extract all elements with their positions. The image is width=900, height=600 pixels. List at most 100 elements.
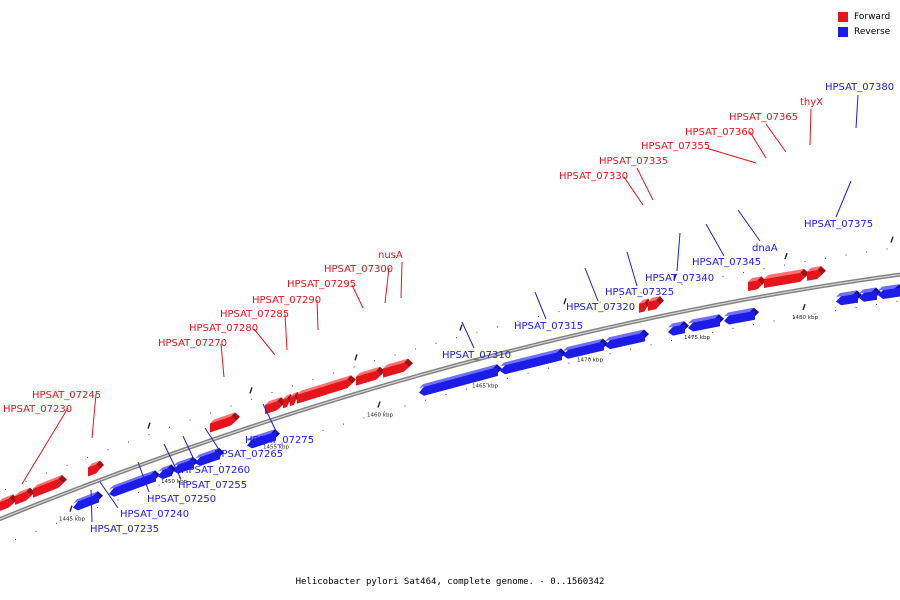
- gene-side-face: [817, 266, 826, 275]
- gene-feature[interactable]: [500, 351, 562, 375]
- dot-mark: [753, 324, 754, 326]
- genome-title: Helicobacter pylori Sat464, complete gen…: [295, 577, 605, 587]
- gene-label[interactable]: HPSAT_07300: [324, 264, 393, 275]
- gene-feature[interactable]: [836, 293, 858, 306]
- leader-line: [623, 176, 644, 206]
- gene-label[interactable]: HPSAT_07345: [692, 257, 761, 268]
- gene-feature[interactable]: [265, 401, 282, 415]
- dot-mark: [46, 472, 47, 474]
- gene-feature[interactable]: [195, 450, 220, 466]
- gene-top-face: [15, 487, 30, 496]
- gene-label[interactable]: HPSAT_07360: [685, 127, 754, 138]
- gene-label[interactable]: HPSAT_07280: [189, 323, 258, 334]
- gene-label[interactable]: HPSAT_07380: [825, 82, 894, 93]
- gene-label[interactable]: HPSAT_07285: [220, 309, 289, 320]
- gene-feature[interactable]: [283, 398, 289, 409]
- gene-label[interactable]: HPSAT_07310: [442, 350, 511, 361]
- gene-feature[interactable]: [173, 459, 194, 474]
- leader-line: [220, 343, 225, 378]
- gene-label[interactable]: HPSAT_07320: [566, 302, 635, 313]
- gene-feature[interactable]: [356, 370, 381, 386]
- dot-mark: [835, 310, 836, 312]
- tick-label: 1445 kbp: [59, 517, 85, 523]
- gene-label[interactable]: HPSAT_07330: [559, 171, 628, 182]
- gene-label[interactable]: HPSAT_07290: [252, 295, 321, 306]
- gene-label[interactable]: HPSAT_07325: [605, 287, 674, 298]
- gene-feature[interactable]: [15, 491, 31, 505]
- reverse-swatch: [838, 26, 848, 37]
- dot-mark: [15, 538, 16, 540]
- gene-feature[interactable]: [419, 366, 498, 396]
- gene-label[interactable]: HPSAT_07365: [729, 112, 798, 123]
- dot-mark: [363, 417, 365, 419]
- gene-feature[interactable]: [210, 416, 236, 433]
- gene-label[interactable]: HPSAT_07230: [3, 404, 72, 415]
- dot-mark: [404, 405, 406, 407]
- leader-line: [137, 461, 150, 493]
- dot-mark: [251, 398, 252, 400]
- gene-label[interactable]: HPSAT_07295: [287, 279, 356, 290]
- gene-label[interactable]: HPSAT_07265: [214, 449, 283, 460]
- dot-mark: [384, 411, 385, 413]
- gene-label[interactable]: dnaA: [752, 243, 778, 254]
- tick-mark: [249, 387, 253, 394]
- tick-label: 1470 kbp: [577, 358, 603, 364]
- gene-label[interactable]: HPSAT_07375: [804, 219, 873, 230]
- leader-line: [534, 291, 547, 320]
- gene-feature[interactable]: [724, 310, 755, 325]
- leader-line: [461, 321, 475, 349]
- gene-feature[interactable]: [383, 362, 409, 378]
- gene-label[interactable]: HPSAT_07275: [245, 435, 314, 446]
- dot-mark: [743, 271, 744, 273]
- gene-feature[interactable]: [639, 302, 647, 313]
- gene-top-face: [265, 397, 281, 406]
- gene-feature[interactable]: [73, 493, 99, 511]
- tick-mark: [69, 505, 73, 512]
- gene-feature[interactable]: [807, 270, 822, 281]
- gene-label[interactable]: HPSAT_07340: [645, 273, 714, 284]
- gene-feature[interactable]: [0, 498, 14, 511]
- gene-feature[interactable]: [297, 379, 352, 404]
- dot-mark: [630, 348, 631, 350]
- gene-feature[interactable]: [859, 290, 877, 302]
- gene-label[interactable]: HPSAT_07355: [641, 141, 710, 152]
- gene-label[interactable]: HPSAT_07270: [158, 338, 227, 349]
- gene-feature[interactable]: [878, 287, 900, 299]
- gene-feature[interactable]: [158, 466, 172, 480]
- gene-top-face: [356, 366, 380, 377]
- gene-top-face: [859, 287, 876, 294]
- gene-feature[interactable]: [563, 341, 604, 359]
- gene-label[interactable]: HPSAT_07235: [90, 524, 159, 535]
- gene-top-face: [158, 464, 172, 472]
- gene-feature[interactable]: [605, 332, 645, 350]
- gene-feature[interactable]: [88, 464, 100, 477]
- leader-line: [351, 284, 364, 309]
- dot-mark: [169, 426, 170, 428]
- gene-feature[interactable]: [247, 431, 276, 449]
- gene-label[interactable]: HPSAT_07315: [514, 321, 583, 332]
- gene-top-face: [283, 394, 291, 400]
- gene-label[interactable]: HPSAT_07255: [178, 480, 247, 491]
- dot-mark: [845, 254, 847, 256]
- leader-line: [636, 167, 654, 201]
- gene-side-face: [26, 487, 35, 497]
- dot-mark: [486, 383, 488, 385]
- gene-feature[interactable]: [748, 280, 762, 292]
- gene-label[interactable]: HPSAT_07335: [599, 156, 668, 167]
- tick-label: 1480 kbp: [792, 315, 818, 321]
- gene-feature[interactable]: [648, 300, 660, 311]
- gene-feature[interactable]: [33, 479, 63, 498]
- gene-label[interactable]: HPSAT_07250: [147, 494, 216, 505]
- gene-feature[interactable]: [668, 324, 685, 336]
- gene-side-face: [58, 475, 67, 484]
- gene-label[interactable]: HPSAT_07240: [120, 509, 189, 520]
- leader-line: [182, 435, 197, 465]
- gene-label[interactable]: HPSAT_07260: [181, 465, 250, 476]
- gene-label[interactable]: nusA: [378, 250, 403, 261]
- gene-label[interactable]: HPSAT_07245: [32, 390, 101, 401]
- gene-feature[interactable]: [290, 395, 296, 407]
- gene-label[interactable]: thyX: [800, 97, 823, 108]
- gene-feature[interactable]: [688, 317, 720, 332]
- gene-feature[interactable]: [764, 272, 805, 289]
- gene-top-face: [73, 491, 98, 504]
